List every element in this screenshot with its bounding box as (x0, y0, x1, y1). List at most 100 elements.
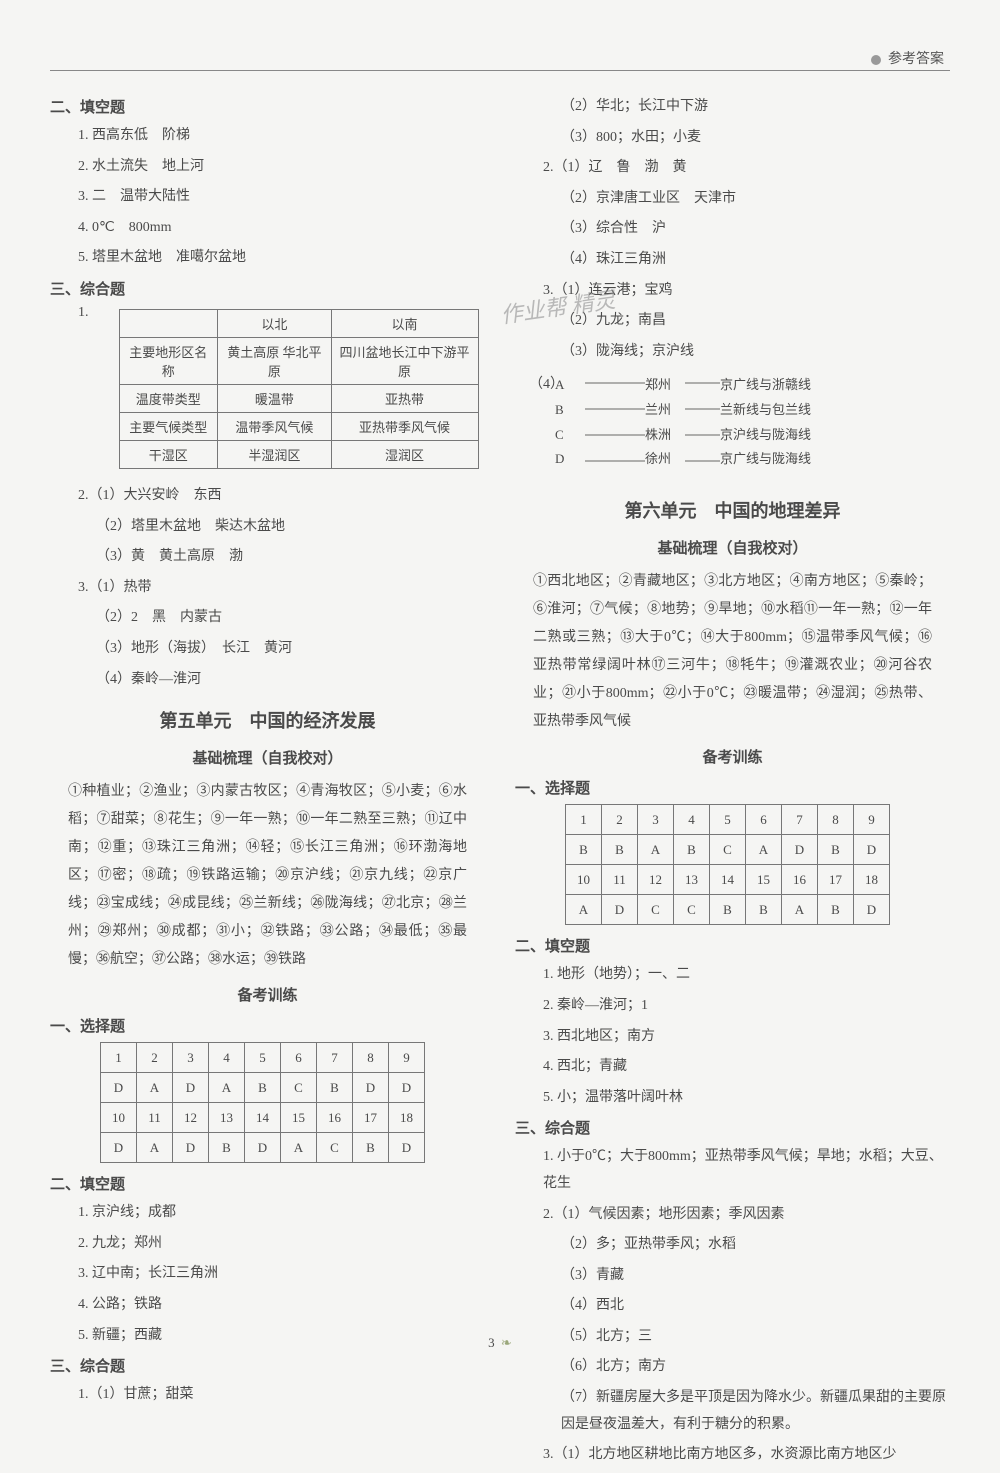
cell: D (602, 895, 638, 925)
cell: 以南 (331, 309, 478, 337)
table-row: 123456789 (566, 805, 890, 835)
cell: D (101, 1073, 137, 1103)
cell: 16 (782, 865, 818, 895)
table-row: 主要气候类型 温带季风气候 亚热带季风气候 (119, 412, 478, 440)
cell: 5 (710, 805, 746, 835)
table-row: 101112131415161718 (566, 865, 890, 895)
cell: 亚热带季风气候 (331, 412, 478, 440)
section-title: 三、综合题 (50, 1355, 485, 1376)
paragraph: ①西北地区；②青藏地区；③北方地区；④南方地区；⑤秦岭；⑥淮河；⑦气候；⑧地势；… (533, 568, 932, 736)
diag-mid-col: 郑州 兰州 株洲 徐州 (645, 373, 671, 472)
cell: 7 (782, 805, 818, 835)
cell: D (245, 1133, 281, 1163)
cell: 半湿润区 (218, 440, 332, 468)
cell: 主要地形区名称 (119, 337, 218, 384)
cell: 15 (281, 1103, 317, 1133)
ans-item: （4）秦岭—淮河 (96, 667, 485, 694)
cell: D (389, 1133, 425, 1163)
ans-item: （3）黄 黄土高原 渤 (96, 544, 485, 571)
cell: B (746, 895, 782, 925)
ans-item: （2）2 黑 内蒙古 (96, 605, 485, 632)
answer-table: 123456789 DADABCBDD 101112131415161718 D… (100, 1042, 425, 1163)
right-column: （2）华北；长江中下游 （3）800；水田；小麦 2.（1）辽 鲁 渤 黄 （2… (515, 90, 950, 1473)
cell: 18 (854, 865, 890, 895)
cell (119, 309, 218, 337)
fill-item: 1. 京沪线；成都 (78, 1200, 485, 1227)
unit-title: 第五单元 中国的经济发展 (50, 707, 485, 733)
ans-item: （2）华北；长江中下游 (561, 94, 950, 121)
cell: 主要气候类型 (119, 412, 218, 440)
cell: 5 (245, 1043, 281, 1073)
ans-item: （3）综合性 沪 (561, 216, 950, 243)
section-title: 三、综合题 (50, 278, 485, 299)
table-row: 123456789 (101, 1043, 425, 1073)
comp-item: （4）西北 (561, 1293, 950, 1320)
fill-item: 4. 公路；铁路 (78, 1292, 485, 1319)
ans-item: 3.（1）热带 (78, 575, 485, 602)
cell: 18 (389, 1103, 425, 1133)
comp-item: 3.（1）北方地区耕地比南方地区多，水资源比南方地区少 (543, 1442, 950, 1469)
fill-item: 2. 水土流失 地上河 (78, 154, 485, 181)
comp-item: （7）新疆房屋大多是平顶是因为降水少。新疆瓜果甜的主要原因是昼夜温差大，有利于糖… (561, 1385, 950, 1438)
cell: 16 (317, 1103, 353, 1133)
section-title: 三、综合题 (515, 1117, 950, 1138)
table-row: DADBDACBD (101, 1133, 425, 1163)
unit-title: 第六单元 中国的地理差异 (515, 497, 950, 523)
corner-text: 参考答案 (888, 52, 944, 67)
cell: B (353, 1133, 389, 1163)
matching-diagram: （4） A B C D 郑州 兰州 株洲 徐州 (555, 373, 950, 483)
cell: B (245, 1073, 281, 1103)
cell: C (317, 1133, 353, 1163)
cell: B (566, 835, 602, 865)
cell: D (173, 1073, 209, 1103)
cell: D (173, 1133, 209, 1163)
answer-table: 123456789 BBABCADBD 101112131415161718 A… (565, 804, 890, 925)
diag-node: 京广线与浙赣线 (720, 373, 811, 398)
diag-node: 兰新线与包兰线 (720, 398, 811, 423)
cell: 4 (209, 1043, 245, 1073)
corner-dot-icon (871, 55, 881, 65)
ans-item: （3）800；水田；小麦 (561, 125, 950, 152)
ans-item: （4）珠江三角洲 (561, 247, 950, 274)
ans-item: 2.（1）辽 鲁 渤 黄 (543, 155, 950, 182)
leaf-icon: ❧ (501, 1335, 512, 1351)
cell: 3 (173, 1043, 209, 1073)
ans-item: （3）地形（海拔） 长江 黄河 (96, 636, 485, 663)
cell: 17 (818, 865, 854, 895)
diag-node: B (555, 398, 564, 423)
cell: A (281, 1133, 317, 1163)
table-row: 101112131415161718 (101, 1103, 425, 1133)
fill-item: 2. 秦岭—淮河；1 (543, 993, 950, 1020)
cell: B (818, 895, 854, 925)
pagenum-text: 3 (488, 1335, 495, 1350)
cell: B (602, 835, 638, 865)
cell: A (566, 895, 602, 925)
cell: A (746, 835, 782, 865)
diag-right-col: 京广线与浙赣线 兰新线与包兰线 京沪线与陇海线 京广线与陇海线 (720, 373, 811, 472)
cell: 2 (602, 805, 638, 835)
cell: 8 (818, 805, 854, 835)
cell: 11 (602, 865, 638, 895)
fill-item: 3. 二 温带大陆性 (78, 184, 485, 211)
cell: 13 (209, 1103, 245, 1133)
cell: 10 (566, 865, 602, 895)
cell: B (818, 835, 854, 865)
cell: 15 (746, 865, 782, 895)
cell: 7 (317, 1043, 353, 1073)
cell: 11 (137, 1103, 173, 1133)
cell: 9 (854, 805, 890, 835)
cell: C (638, 895, 674, 925)
fill-item: 4. 西北；青藏 (543, 1054, 950, 1081)
diag-node: 京沪线与陇海线 (720, 423, 811, 448)
fill-item: 4. 0℃ 800mm (78, 215, 485, 242)
ans-item: （2）塔里木盆地 柴达木盆地 (96, 514, 485, 541)
cell: 17 (353, 1103, 389, 1133)
cell: D (353, 1073, 389, 1103)
cell: 13 (674, 865, 710, 895)
ans-item: （3）陇海线；京沪线 (561, 339, 950, 366)
diag-node: C (555, 423, 564, 448)
cell: 4 (674, 805, 710, 835)
corner-label: 参考答案 (871, 48, 945, 68)
cell: C (281, 1073, 317, 1103)
cell: 12 (638, 865, 674, 895)
